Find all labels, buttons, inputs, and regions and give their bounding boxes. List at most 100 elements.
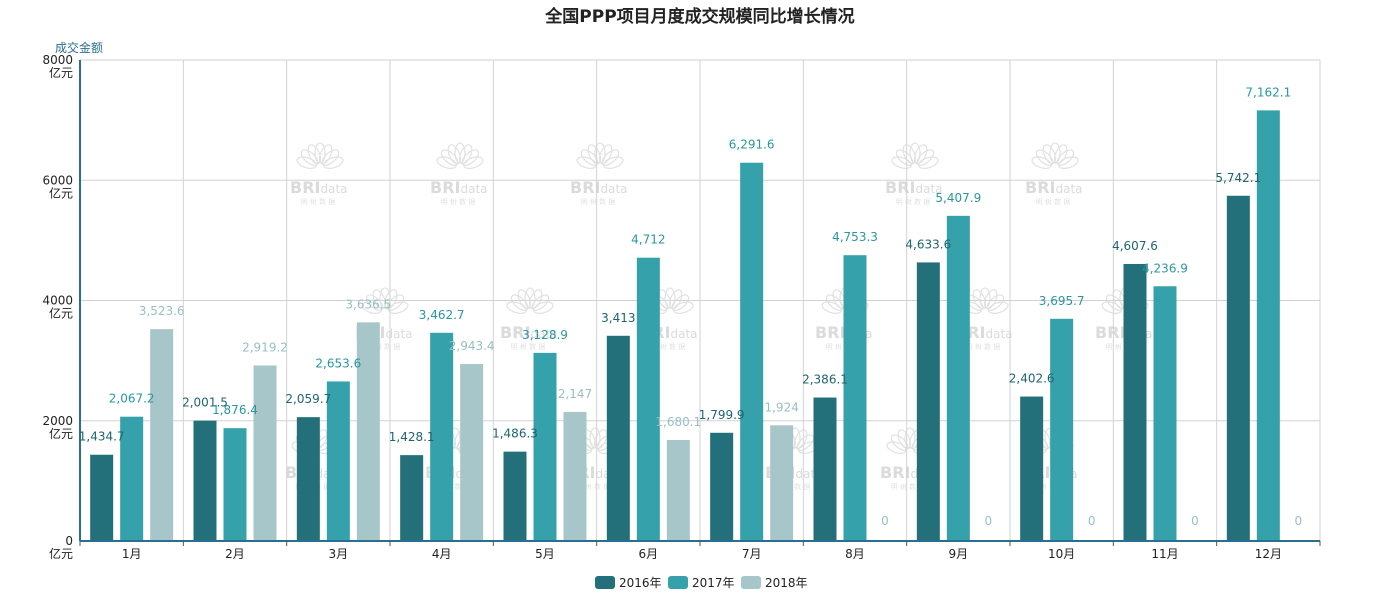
data-label: 2,919.2 (242, 340, 288, 354)
bar[interactable] (193, 420, 217, 541)
bar[interactable] (460, 364, 484, 541)
data-label: 2,059.7 (285, 392, 331, 406)
bar[interactable] (1153, 286, 1177, 541)
y-axis-label: 成交金额 (55, 40, 103, 55)
bar[interactable] (946, 215, 970, 541)
x-tick-label: 6月 (639, 547, 659, 561)
bar[interactable] (843, 255, 867, 542)
bar[interactable] (1226, 195, 1250, 542)
legend-swatch (741, 576, 761, 589)
bar[interactable] (563, 411, 587, 541)
data-label: 0 (1295, 514, 1303, 528)
bar[interactable] (503, 451, 527, 541)
svg-text:BRIdata: BRIdata (570, 178, 628, 197)
x-tick-label: 9月 (949, 547, 969, 561)
legend-item[interactable]: 2018年 (741, 576, 808, 590)
data-label: 2,943.4 (449, 339, 495, 353)
svg-text:明 树 数 据: 明 树 数 据 (651, 342, 686, 351)
bar[interactable] (1020, 396, 1044, 541)
bar[interactable] (813, 397, 837, 541)
bar[interactable] (666, 439, 690, 541)
y-tick-unit: 亿元 (49, 65, 73, 80)
data-label: 1,428.1 (389, 430, 435, 444)
data-label: 4,712 (631, 233, 665, 247)
bar[interactable] (710, 432, 734, 541)
bars (90, 110, 1280, 542)
bar[interactable] (326, 381, 350, 541)
bar[interactable] (120, 416, 144, 541)
y-tick-unit: 亿元 (49, 426, 73, 441)
y-tick-unit: 亿元 (49, 546, 73, 561)
x-tick-label: 1月 (122, 547, 142, 561)
legend-label: 2017年 (692, 576, 735, 590)
data-label: 0 (1191, 514, 1199, 528)
bar[interactable] (1256, 110, 1280, 542)
x-tick-label: 5月 (535, 547, 555, 561)
bar[interactable] (400, 455, 424, 541)
bar[interactable] (253, 365, 277, 541)
svg-text:明 树 数 据: 明 树 数 据 (891, 482, 926, 491)
bar[interactable] (636, 257, 660, 541)
legend-item[interactable]: 2016年 (595, 576, 662, 590)
legend-swatch (668, 576, 688, 589)
x-tick-label: 2月 (225, 547, 245, 561)
bar[interactable] (533, 352, 557, 541)
data-label: 7,162.1 (1245, 85, 1291, 99)
y-axis-unit: 成交金额 (55, 40, 103, 55)
data-label: 2,386.1 (802, 373, 848, 387)
x-tick-label: 3月 (329, 547, 349, 561)
bar[interactable] (90, 454, 114, 541)
svg-text:明 树 数 据: 明 树 数 据 (1036, 197, 1071, 206)
bar[interactable] (296, 417, 320, 541)
bar[interactable] (740, 162, 764, 542)
grid (80, 59, 1321, 541)
svg-text:BRIdata: BRIdata (500, 323, 558, 342)
bar[interactable] (356, 322, 380, 541)
bar[interactable] (223, 428, 247, 541)
legend-label: 2018年 (765, 576, 808, 590)
data-label: 1,486.3 (492, 427, 538, 441)
svg-text:BRIdata: BRIdata (1025, 178, 1083, 197)
data-label: 2,067.2 (109, 392, 155, 406)
bar[interactable] (1050, 318, 1074, 541)
data-label: 1,680.1 (655, 415, 701, 429)
x-tick-label: 11月 (1151, 547, 1178, 561)
data-label: 4,753.3 (832, 230, 878, 244)
data-label: 1,434.7 (79, 430, 125, 444)
svg-text:明 树 数 据: 明 树 数 据 (826, 342, 861, 351)
svg-text:明 树 数 据: 明 树 数 据 (511, 342, 546, 351)
data-label: 2,147 (558, 387, 592, 401)
svg-text:BRIdata: BRIdata (885, 178, 943, 197)
data-label: 5,407.9 (935, 191, 981, 205)
bar[interactable] (606, 335, 630, 541)
y-tick-label: 6000 (42, 173, 73, 187)
svg-text:BRIdata: BRIdata (430, 178, 488, 197)
bar[interactable] (430, 332, 454, 541)
data-label: 3,413 (601, 311, 635, 325)
x-tick-label: 8月 (845, 547, 865, 561)
x-tick-label: 4月 (432, 547, 452, 561)
y-tick-label: 4000 (42, 294, 73, 308)
data-label: 2,653.6 (315, 356, 361, 370)
bar[interactable] (1123, 263, 1147, 541)
y-tick-unit: 亿元 (49, 185, 73, 200)
svg-text:明 树 数 据: 明 树 数 据 (1031, 482, 1066, 491)
data-label: 0 (881, 514, 889, 528)
bar[interactable] (770, 425, 794, 541)
legend-item[interactable]: 2017年 (668, 576, 735, 590)
legend[interactable]: 2016年 2017年 2018年 (595, 576, 808, 590)
data-label: 4,607.6 (1112, 239, 1158, 253)
bar[interactable] (150, 329, 174, 541)
svg-text:明 树 数 据: 明 树 数 据 (301, 197, 336, 206)
data-label: 0 (1088, 514, 1096, 528)
bar[interactable] (916, 262, 940, 541)
data-label: 5,742.1 (1215, 171, 1261, 185)
data-label: 3,695.7 (1039, 294, 1085, 308)
y-tick-label: 8000 (42, 53, 73, 67)
data-label: 3,462.7 (419, 308, 465, 322)
